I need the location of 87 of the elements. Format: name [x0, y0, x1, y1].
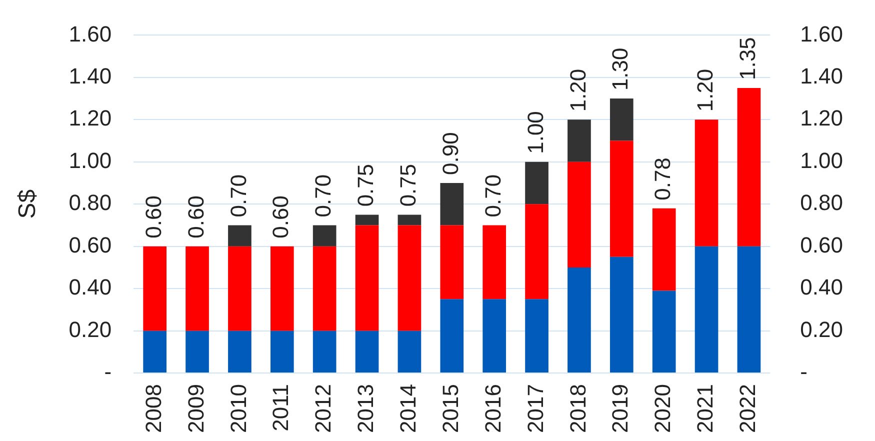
x-tick-label: 2020 [650, 384, 676, 434]
bar [440, 225, 464, 300]
x-tick-label: 2009 [183, 384, 208, 434]
y-tick-label: 1.20 [68, 106, 112, 131]
total-label: 1.20 [692, 68, 718, 112]
bar [270, 246, 294, 331]
y-axis-title: S$ [14, 189, 42, 219]
y-tick-label: - [104, 359, 112, 384]
y-tick-label: 0.80 [68, 190, 112, 216]
y2-tick-label: 1.00 [800, 148, 844, 173]
x-tick-label: 2017 [522, 384, 548, 434]
total-label: 0.70 [226, 174, 251, 218]
y2-tick-label: 1.20 [800, 106, 844, 131]
x-tick-label: 2021 [692, 384, 718, 434]
total-label: 0.90 [438, 132, 463, 176]
x-tick-label: 2012 [310, 384, 336, 434]
bar [482, 299, 506, 373]
x-tick-label: 2019 [608, 384, 633, 434]
y-tick-label: 0.20 [68, 316, 112, 342]
bar [270, 330, 294, 373]
bar [694, 120, 718, 246]
bar [186, 246, 209, 331]
y-tick-label: 0.40 [68, 274, 112, 300]
bar [312, 330, 336, 373]
bar [143, 330, 167, 373]
bar [525, 162, 548, 204]
y-tick-label: 0.60 [68, 232, 112, 258]
x-tick-label: 2015 [438, 384, 463, 434]
x-tick-label: 2016 [480, 384, 506, 434]
total-label: 0.75 [353, 164, 378, 207]
y2-tick-label: 0.60 [800, 232, 844, 258]
bar [610, 98, 634, 141]
total-label: 0.75 [396, 164, 421, 207]
y2-tick-label: 0.20 [800, 316, 844, 342]
bar [228, 246, 252, 331]
bar [355, 214, 379, 226]
bar [737, 246, 761, 373]
bar [398, 225, 422, 331]
bar [143, 246, 167, 331]
x-tick-label: 2013 [353, 384, 378, 434]
x-tick-label: 2010 [226, 384, 251, 434]
total-label: 0.60 [183, 196, 208, 238]
bar [652, 208, 676, 291]
total-label: 1.00 [522, 111, 548, 154]
y2-tick-label: 1.40 [800, 63, 844, 88]
total-label: 0.60 [140, 196, 166, 238]
bar [525, 204, 548, 300]
bar [228, 225, 252, 246]
total-label: 0.60 [268, 196, 294, 238]
x-tick-label: 2022 [735, 384, 760, 434]
bar [568, 162, 591, 268]
total-label: 0.70 [480, 174, 506, 218]
total-label: 0.70 [310, 174, 336, 218]
total-label: 0.78 [650, 158, 676, 200]
bar [568, 267, 591, 373]
bar [652, 290, 676, 373]
bar [610, 140, 634, 257]
bar [610, 256, 634, 373]
bar [312, 246, 336, 331]
bar [355, 225, 379, 331]
bar [355, 330, 379, 373]
x-tick-label: 2011 [268, 384, 294, 432]
bar [482, 225, 506, 300]
y2-tick-label: 1.60 [800, 21, 844, 46]
y2-tick-label: - [800, 359, 808, 384]
x-tick-label: 2018 [565, 384, 590, 434]
y2-tick-label: 0.40 [800, 274, 844, 300]
x-tick-label: 2014 [396, 384, 421, 434]
bar [737, 88, 761, 246]
total-label: 1.20 [565, 68, 590, 112]
y-tick-label: 1.60 [68, 21, 112, 46]
bar [186, 330, 209, 373]
x-tick-label: 2008 [140, 384, 166, 434]
bar [568, 120, 591, 162]
bar [440, 299, 464, 373]
y2-tick-label: 0.80 [800, 190, 844, 216]
bar [525, 299, 548, 373]
total-label: 1.35 [735, 37, 760, 80]
bar [312, 225, 336, 246]
bar [228, 330, 252, 373]
y-tick-label: 1.00 [68, 148, 112, 173]
bar [694, 246, 718, 373]
y-tick-label: 1.40 [68, 63, 112, 88]
bar [440, 183, 464, 226]
bar [398, 330, 422, 373]
bar [398, 214, 422, 226]
total-label: 1.30 [608, 48, 633, 91]
